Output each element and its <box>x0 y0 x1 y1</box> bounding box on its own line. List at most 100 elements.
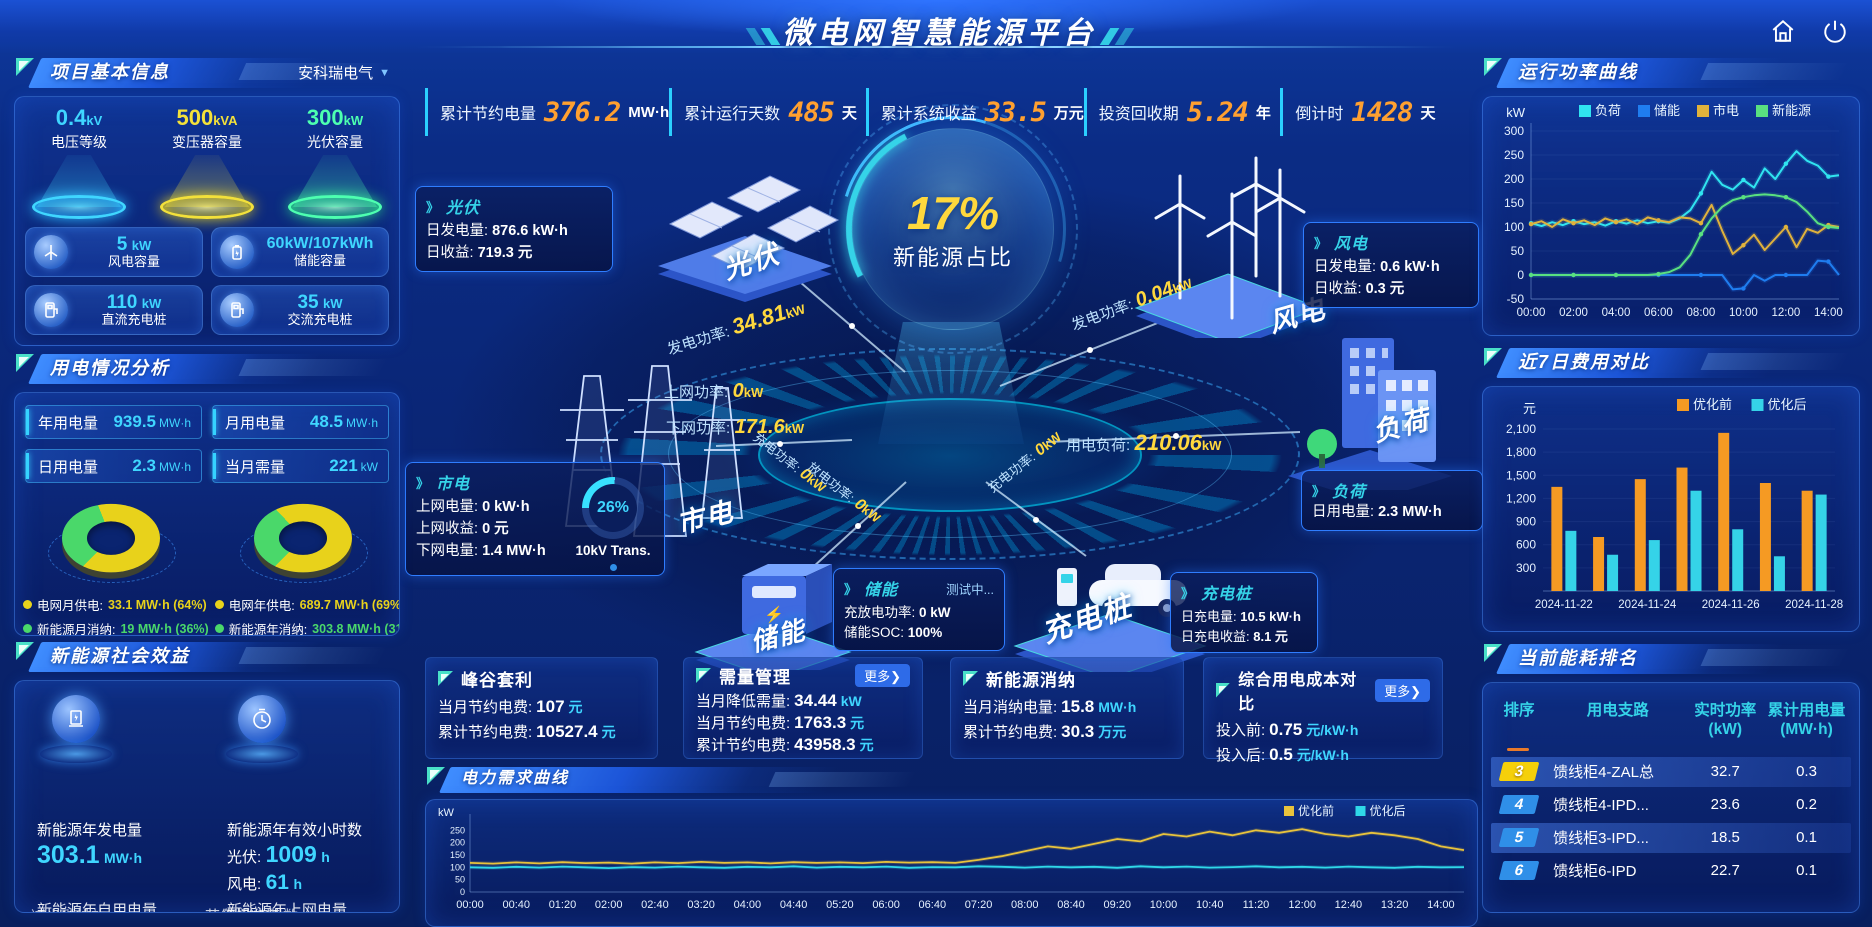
stat-year-usage: 年用电量 939.5 MW·h <box>25 405 202 439</box>
charger-icon <box>45 302 58 318</box>
more-button[interactable]: 更多❯ <box>855 664 910 687</box>
svg-text:储能: 储能 <box>1654 103 1680 118</box>
svg-text:元: 元 <box>1523 401 1536 416</box>
ranking-table-header: 排序 用电支路 实时功率 (kW) 累计用电量 (MW·h) <box>1503 702 1846 739</box>
pv-info-card: 》光伏 日发电量: 876.6 kW·h 日收益: 719.3 元 <box>415 186 613 272</box>
power-button[interactable] <box>1820 16 1850 46</box>
table-row[interactable]: 5 馈线柜3-IPD... 18.5 0.1 <box>1491 822 1851 853</box>
card-cost-comparison: 综合用电成本对比 更多❯ 投入前: 0.75 元/kW·h 投入后: 0.5 元/kW·h <box>1203 657 1443 764</box>
svg-text:150: 150 <box>450 850 465 860</box>
fee-chart: 元 优化前 优化后 300 600 900 1,200 1,500 1,800 2,100 2024… <box>1506 397 1843 611</box>
card-peak-valley-arbitrage: 峰谷套利 当月节约电费: 107 元 累计节约电费: 10527.4 元 <box>425 657 658 759</box>
company-dropdown[interactable]: 安科瑞电气 ▼ <box>298 65 390 82</box>
charger-icon <box>231 302 244 318</box>
svg-text:kW: kW <box>1506 105 1526 120</box>
hours-pedestal <box>219 695 305 763</box>
svg-text:04:00: 04:00 <box>734 899 762 911</box>
table-row[interactable]: 6 馈线柜6-IPD 22.7 0.1 <box>1491 856 1851 886</box>
rank-badge: 4 <box>1498 795 1540 815</box>
svg-text:150: 150 <box>1504 196 1524 210</box>
panel-title: 用电情况分析 <box>50 358 170 378</box>
table-row[interactable]: 4 馈线柜4-IPD... 23.6 0.2 <box>1491 790 1851 820</box>
svg-text:00:00: 00:00 <box>456 899 484 911</box>
card-corner-icon <box>1216 683 1230 698</box>
svg-text:08:00: 08:00 <box>1011 899 1039 911</box>
pv-island-icon <box>658 175 840 302</box>
svg-text:2,100: 2,100 <box>1506 422 1536 436</box>
rank-badge: 6 <box>1498 861 1540 881</box>
stat-month-demand: 当月需量 221 kW <box>212 449 389 483</box>
svg-text:200: 200 <box>1504 172 1524 186</box>
legend-dot <box>23 600 32 609</box>
svg-text:新能源: 新能源 <box>1772 103 1811 118</box>
svg-text:00:00: 00:00 <box>1517 307 1546 319</box>
svg-text:08:40: 08:40 <box>1057 899 1085 911</box>
svg-text:600: 600 <box>1516 538 1536 552</box>
grid-down-power: 下网功率: 171.6kW <box>666 416 805 438</box>
svg-text:06:00: 06:00 <box>1644 307 1673 319</box>
svg-text:02:00: 02:00 <box>1559 307 1588 319</box>
panel-title: 电力需求曲线 <box>461 770 570 787</box>
load-info-card: 》负荷 日用电量: 2.3 MW·h <box>1301 470 1483 531</box>
benefit-gen-label: 新能源年发电量 <box>37 822 143 839</box>
platform-mid-ring <box>668 370 1232 538</box>
benefit-wind-hours: 风电: 61 h <box>227 871 302 894</box>
panel-title: 运行功率曲线 <box>1518 62 1638 82</box>
chevron-icon: 》 <box>416 475 430 491</box>
svg-text:300: 300 <box>1516 561 1536 575</box>
svg-text:05:20: 05:20 <box>826 899 854 911</box>
panel-title: 近7日费用对比 <box>1518 352 1651 372</box>
svg-text:50: 50 <box>1511 244 1525 258</box>
benefit-pv-hours: 光伏: 1009 h <box>227 841 330 867</box>
benefit-self-label: 新能源年自用电量 <box>37 902 158 913</box>
panel-title: 项目基本信息 <box>50 62 170 82</box>
legend-dot <box>214 624 224 633</box>
legend-dot <box>214 600 224 609</box>
benefit-coal-label: 节约标准煤 <box>205 905 280 912</box>
solar-energy-icon <box>69 710 83 727</box>
panel-demand-curve: 电力需求曲线 kW 优化前 优化后 250 200 150 100 50 0 00:00 00:40… <box>425 765 1478 927</box>
annual-mix-legend: 电网年供电: 689.7 MW·h (69%) 新能源年消纳: 303.8 MW·h… <box>214 595 399 635</box>
annual-mix-donut <box>238 493 368 589</box>
svg-text:优化后: 优化后 <box>1370 804 1406 818</box>
svg-text:12:00: 12:00 <box>1288 899 1316 911</box>
svg-text:14:00: 14:00 <box>1814 307 1843 319</box>
kpi-countdown: 倒计时 1428 天 <box>1280 88 1477 136</box>
stat-storage-capacity: 60kW/107kWh 储能容量 <box>211 227 389 277</box>
svg-text:0: 0 <box>460 887 465 897</box>
svg-text:02:00: 02:00 <box>595 899 623 911</box>
svg-text:300: 300 <box>1504 124 1524 138</box>
chevron-down-icon: ▼ <box>379 66 390 79</box>
new-energy-percent: 17% <box>906 187 1000 239</box>
svg-text:10:00: 10:00 <box>1150 899 1178 911</box>
svg-text:06:40: 06:40 <box>919 899 947 911</box>
table-row[interactable]: 3 馈线柜4-ZAL总 32.7 0.3 <box>1491 756 1851 787</box>
kpi-total-revenue: 累计系统收益 33.5 万元 <box>865 88 1084 136</box>
svg-text:07:20: 07:20 <box>965 899 993 911</box>
benefit-co2-label: 减少碳排放 <box>31 905 106 912</box>
svg-text:负荷: 负荷 <box>1595 103 1621 118</box>
svg-text:250: 250 <box>450 825 465 835</box>
svg-text:100: 100 <box>450 862 465 872</box>
panel-title: 当前能耗排名 <box>1518 648 1638 668</box>
chevron-icon: 》 <box>426 199 440 215</box>
generation-pedestal <box>33 695 119 763</box>
svg-text:10:40: 10:40 <box>1196 899 1224 911</box>
panel-title: 新能源社会效益 <box>50 646 190 666</box>
sphere-dashed-ring <box>828 104 1078 354</box>
legend-dot <box>23 624 32 633</box>
stat-pv-capacity: 300kW 光伏容量 <box>276 105 394 219</box>
card-corner-icon <box>438 671 453 686</box>
kpi-payback-period: 投资回收期 5.24 年 <box>1083 88 1281 136</box>
power-icon <box>1824 20 1846 43</box>
home-button[interactable] <box>1768 16 1798 46</box>
more-button[interactable]: 更多❯ <box>1375 678 1430 702</box>
svg-text:50: 50 <box>455 875 465 885</box>
platform-inner-ring <box>758 398 1142 512</box>
svg-text:03:20: 03:20 <box>687 899 715 911</box>
card-corner-icon <box>963 671 978 686</box>
svg-text:06:00: 06:00 <box>872 899 900 911</box>
panel-social-benefits: 新能源社会效益 新能源年发电量 303.1 MW·h 新能源年有效小时数 光伏:… <box>14 640 400 913</box>
svg-text:900: 900 <box>1516 515 1536 529</box>
